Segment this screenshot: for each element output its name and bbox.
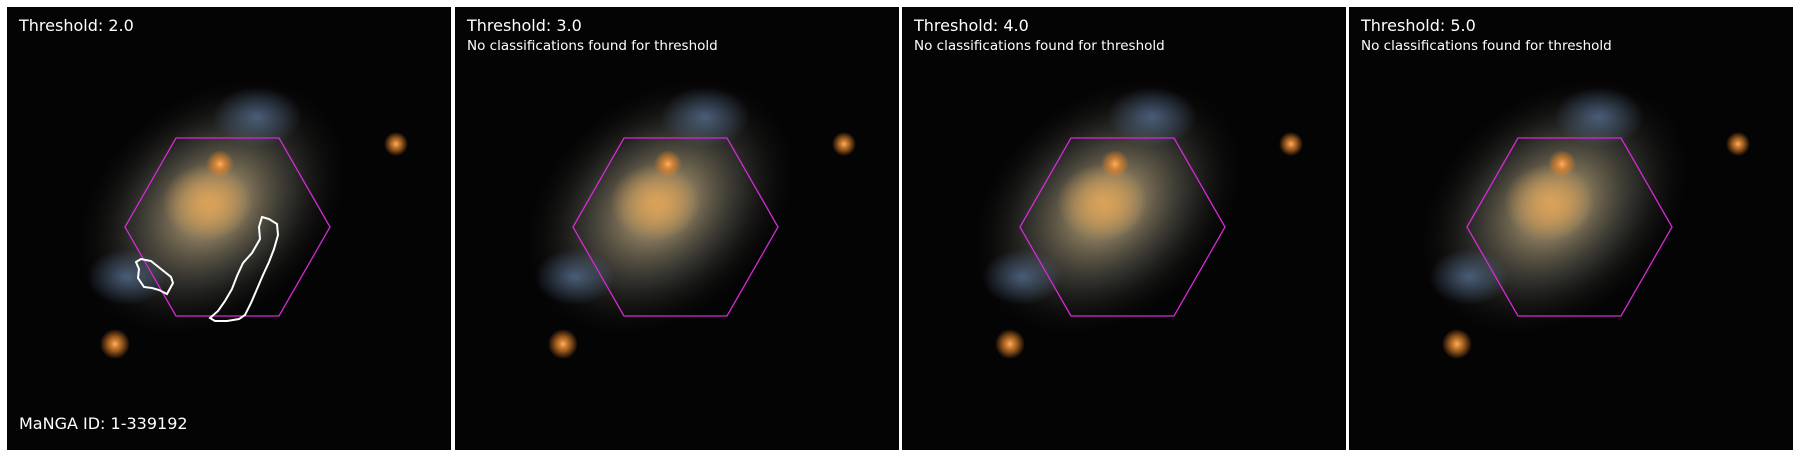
galaxy-blue-knot: [982, 249, 1062, 305]
galaxy-blue-knot: [535, 249, 615, 305]
star: [100, 329, 130, 359]
galaxy-blue-knot: [1107, 87, 1197, 147]
star: [1442, 329, 1472, 359]
star: [1101, 150, 1129, 178]
star: [1726, 132, 1750, 156]
ifu-hexagon: [124, 137, 331, 317]
ifu-hexagon: [572, 137, 779, 317]
panel-title: Threshold: 4.0: [914, 16, 1029, 35]
galaxy-image: [1349, 7, 1793, 450]
star: [995, 329, 1025, 359]
star: [1279, 132, 1303, 156]
galaxy-image: [7, 7, 451, 450]
galaxy-blue-knot: [87, 249, 167, 305]
galaxy-blue-knot: [660, 87, 750, 147]
classification-contour: [134, 257, 175, 296]
panel-title: Threshold: 3.0: [467, 16, 582, 35]
ifu-hexagon: [1019, 137, 1226, 317]
ifu-hexagon: [1466, 137, 1673, 317]
star: [654, 150, 682, 178]
star: [1548, 150, 1576, 178]
panel-subtitle: No classifications found for threshold: [1361, 38, 1612, 54]
galaxy-core: [610, 164, 700, 240]
star: [548, 329, 578, 359]
image-panel-threshold-5: Threshold: 5.0 No classifications found …: [1349, 7, 1793, 450]
classification-contour: [208, 215, 280, 322]
image-panel-threshold-2: Threshold: 2.0 MaNGA ID: 1-339192: [7, 7, 451, 450]
image-panel-threshold-4: Threshold: 4.0 No classifications found …: [902, 7, 1346, 450]
panel-subtitle: No classifications found for threshold: [914, 38, 1165, 54]
galaxy-blue-knot: [1554, 87, 1644, 147]
star: [206, 150, 234, 178]
galaxy-image: [455, 7, 899, 450]
panel-subtitle: No classifications found for threshold: [467, 38, 718, 54]
star: [384, 132, 408, 156]
star: [832, 132, 856, 156]
panel-title: Threshold: 2.0: [19, 16, 134, 35]
galaxy-core: [1504, 164, 1594, 240]
manga-id-label: MaNGA ID: 1-339192: [19, 414, 188, 433]
panel-title: Threshold: 5.0: [1361, 16, 1476, 35]
galaxy-core: [1057, 164, 1147, 240]
galaxy-blue-knot: [1429, 249, 1509, 305]
galaxy-blue-knot: [212, 87, 302, 147]
galaxy-image: [902, 7, 1346, 450]
galaxy-core: [162, 164, 252, 240]
image-panel-threshold-3: Threshold: 3.0 No classifications found …: [455, 7, 899, 450]
